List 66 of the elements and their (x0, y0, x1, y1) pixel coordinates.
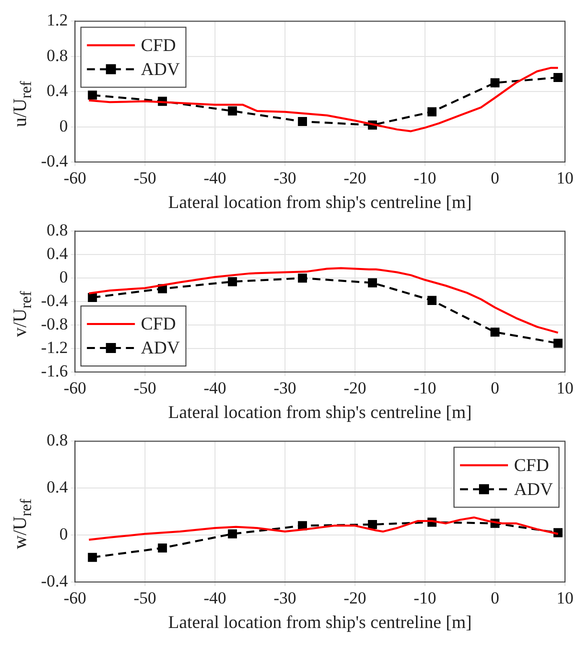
x-tick-label: -20 (344, 378, 366, 398)
legend-label: ADV (140, 58, 180, 79)
x-tick-label: -50 (134, 378, 156, 398)
x-tick-label: -50 (134, 168, 156, 188)
y-tick-label: -0.8 (40, 314, 68, 334)
y-tick-label: 0.4 (46, 244, 68, 264)
x-tick-label: 10 (556, 588, 574, 608)
x-tick-label: -60 (64, 378, 86, 398)
y-tick-label: 0.4 (46, 478, 68, 497)
point (88, 90, 97, 100)
y-tick-label: -0.4 (40, 571, 68, 590)
y-tick-label: 0 (59, 268, 68, 287)
y-tick-label: -0.4 (40, 291, 68, 310)
x-tick-label: -40 (204, 168, 226, 188)
x-tick-label: -40 (204, 378, 226, 398)
y-tick-label: 0.8 (46, 220, 68, 240)
x-axis-title: Lateral location from ship's centreline [m] (168, 612, 472, 632)
x-tick-label: 0 (490, 168, 500, 188)
x-tick-label: 0 (490, 588, 500, 608)
x-tick-label: -10 (414, 378, 436, 398)
point (158, 543, 167, 553)
x-tick-label: 0 (490, 378, 500, 398)
point (490, 328, 500, 337)
x-axis-title: Lateral location from ship's centreline [m] (168, 402, 472, 422)
point (298, 116, 307, 126)
y-tick-label: -1.2 (40, 338, 68, 357)
legend-label: CFD (140, 314, 176, 334)
point (88, 552, 97, 562)
x-tick-label: -50 (134, 588, 156, 608)
y-tick-label: 0.8 (46, 430, 68, 450)
y-tick-label: 0 (59, 524, 68, 544)
point (368, 278, 377, 288)
legend-label: CFD (514, 454, 550, 475)
point (490, 78, 500, 88)
x-tick-label: 10 (556, 378, 574, 398)
y-tick-label: 1.2 (46, 10, 68, 30)
y-tick-label: -1.6 (40, 361, 68, 380)
x-tick-label: -30 (274, 588, 296, 608)
x-tick-label: -30 (274, 168, 296, 188)
y-tick-label: -0.4 (40, 151, 68, 170)
point (228, 529, 237, 538)
legend-label: ADV (514, 478, 554, 499)
x-tick-label: -10 (414, 168, 436, 188)
point (298, 274, 307, 283)
point (368, 520, 377, 530)
x-tick-label: -60 (64, 588, 86, 608)
x-tick-label: -30 (274, 378, 296, 398)
legend-label: ADV (140, 338, 180, 358)
point (553, 338, 563, 348)
x-tick-label: -10 (414, 588, 436, 608)
x-tick-label: -40 (204, 588, 226, 608)
x-tick-label: -20 (344, 588, 366, 608)
y-tick-label: 0.8 (46, 46, 68, 65)
x-tick-label: -60 (64, 168, 86, 188)
x-axis-title: Lateral location from ship's centreline [m] (168, 192, 472, 212)
x-tick-label: -20 (344, 168, 366, 188)
point (553, 72, 563, 82)
y-tick-label: 0.4 (46, 81, 68, 100)
y-tick-label: 0 (59, 116, 68, 136)
x-tick-label: 10 (556, 168, 574, 188)
point (427, 296, 437, 305)
point (427, 107, 437, 116)
point (88, 292, 97, 302)
point (228, 277, 237, 286)
point (228, 106, 237, 116)
legend-label: CFD (140, 34, 176, 55)
